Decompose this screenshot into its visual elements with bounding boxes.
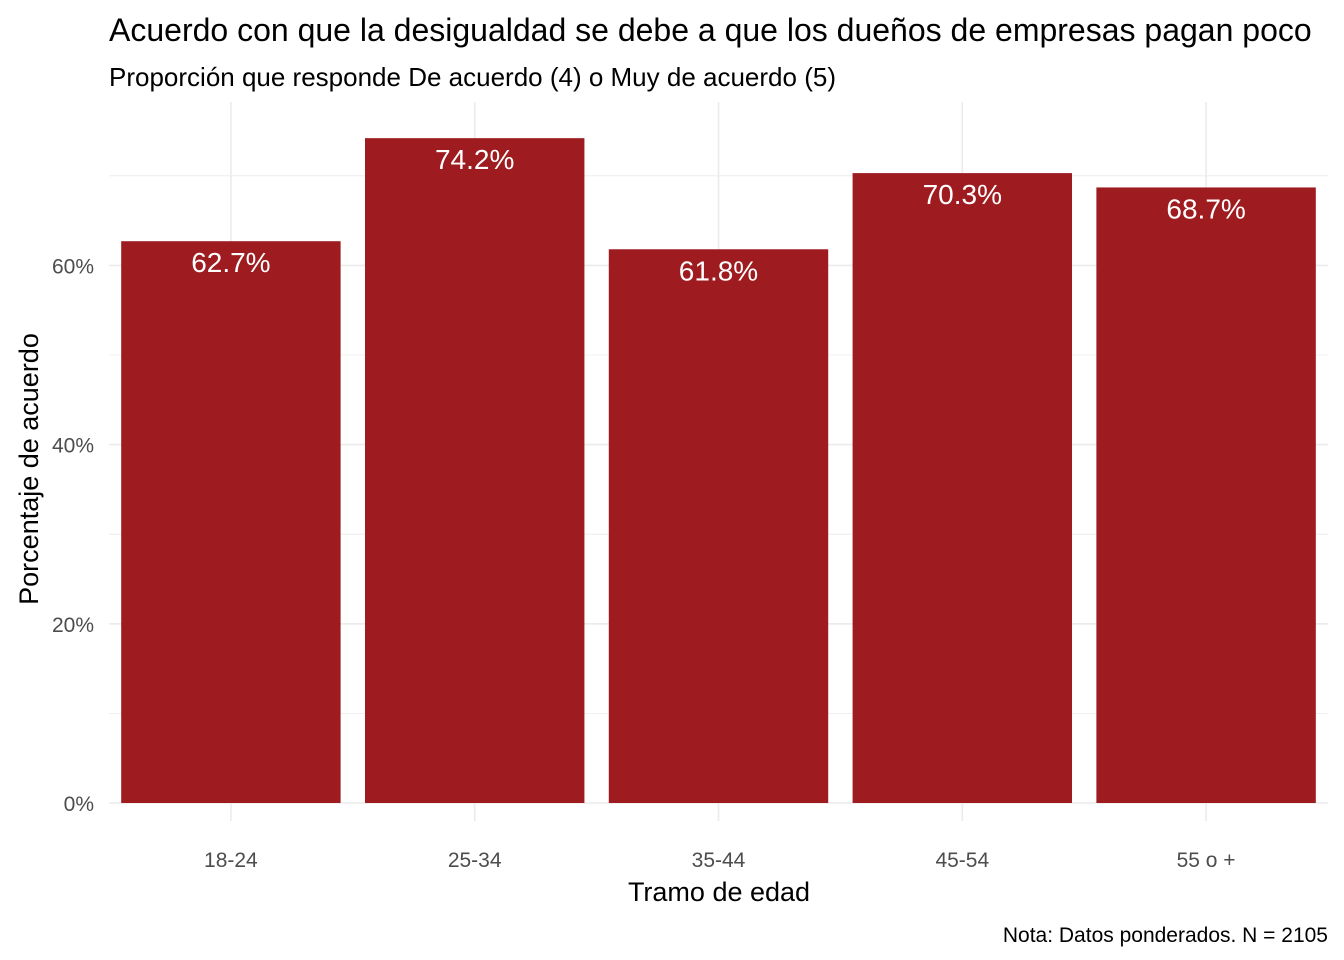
- x-axis-ticks: 18-24 25-34 35-44 45-54 55 o +: [204, 849, 1236, 872]
- y-tick-label: 0%: [64, 793, 94, 816]
- x-tick-label: 35-44: [692, 849, 746, 872]
- bar-value-labels: 62.7% 74.2% 61.8% 70.3% 68.7%: [191, 144, 1246, 286]
- bar-18-24: [121, 241, 341, 803]
- bar-value-label: 62.7%: [191, 247, 270, 278]
- bars: [121, 138, 1316, 804]
- x-tick-label: 18-24: [204, 849, 258, 872]
- x-axis-title: Tramo de edad: [628, 877, 810, 907]
- x-tick-label: 55 o +: [1177, 849, 1236, 872]
- bar-value-label: 61.8%: [679, 255, 758, 286]
- chart-title: Acuerdo con que la desigualdad se debe a…: [109, 12, 1312, 48]
- chart-subtitle: Proporción que responde De acuerdo (4) o…: [109, 62, 836, 92]
- y-tick-label: 20%: [52, 614, 94, 637]
- y-tick-label: 40%: [52, 435, 94, 458]
- y-tick-label: 60%: [52, 255, 94, 278]
- y-axis-ticks: 0% 20% 40% 60%: [52, 255, 94, 816]
- bar-value-label: 74.2%: [435, 144, 514, 175]
- x-tick-label: 25-34: [448, 849, 502, 872]
- bar-25-34: [364, 138, 585, 804]
- bar-value-label: 70.3%: [923, 179, 1002, 210]
- y-axis-title: Porcentaje de acuerdo: [14, 333, 44, 605]
- bar-55 o +: [1096, 187, 1316, 803]
- x-tick-label: 45-54: [935, 849, 989, 872]
- bar-value-label: 68.7%: [1166, 193, 1245, 224]
- bar-35-44: [608, 249, 829, 804]
- bar-45-54: [852, 173, 1073, 803]
- chart-caption: Nota: Datos ponderados. N = 2105: [1003, 924, 1328, 947]
